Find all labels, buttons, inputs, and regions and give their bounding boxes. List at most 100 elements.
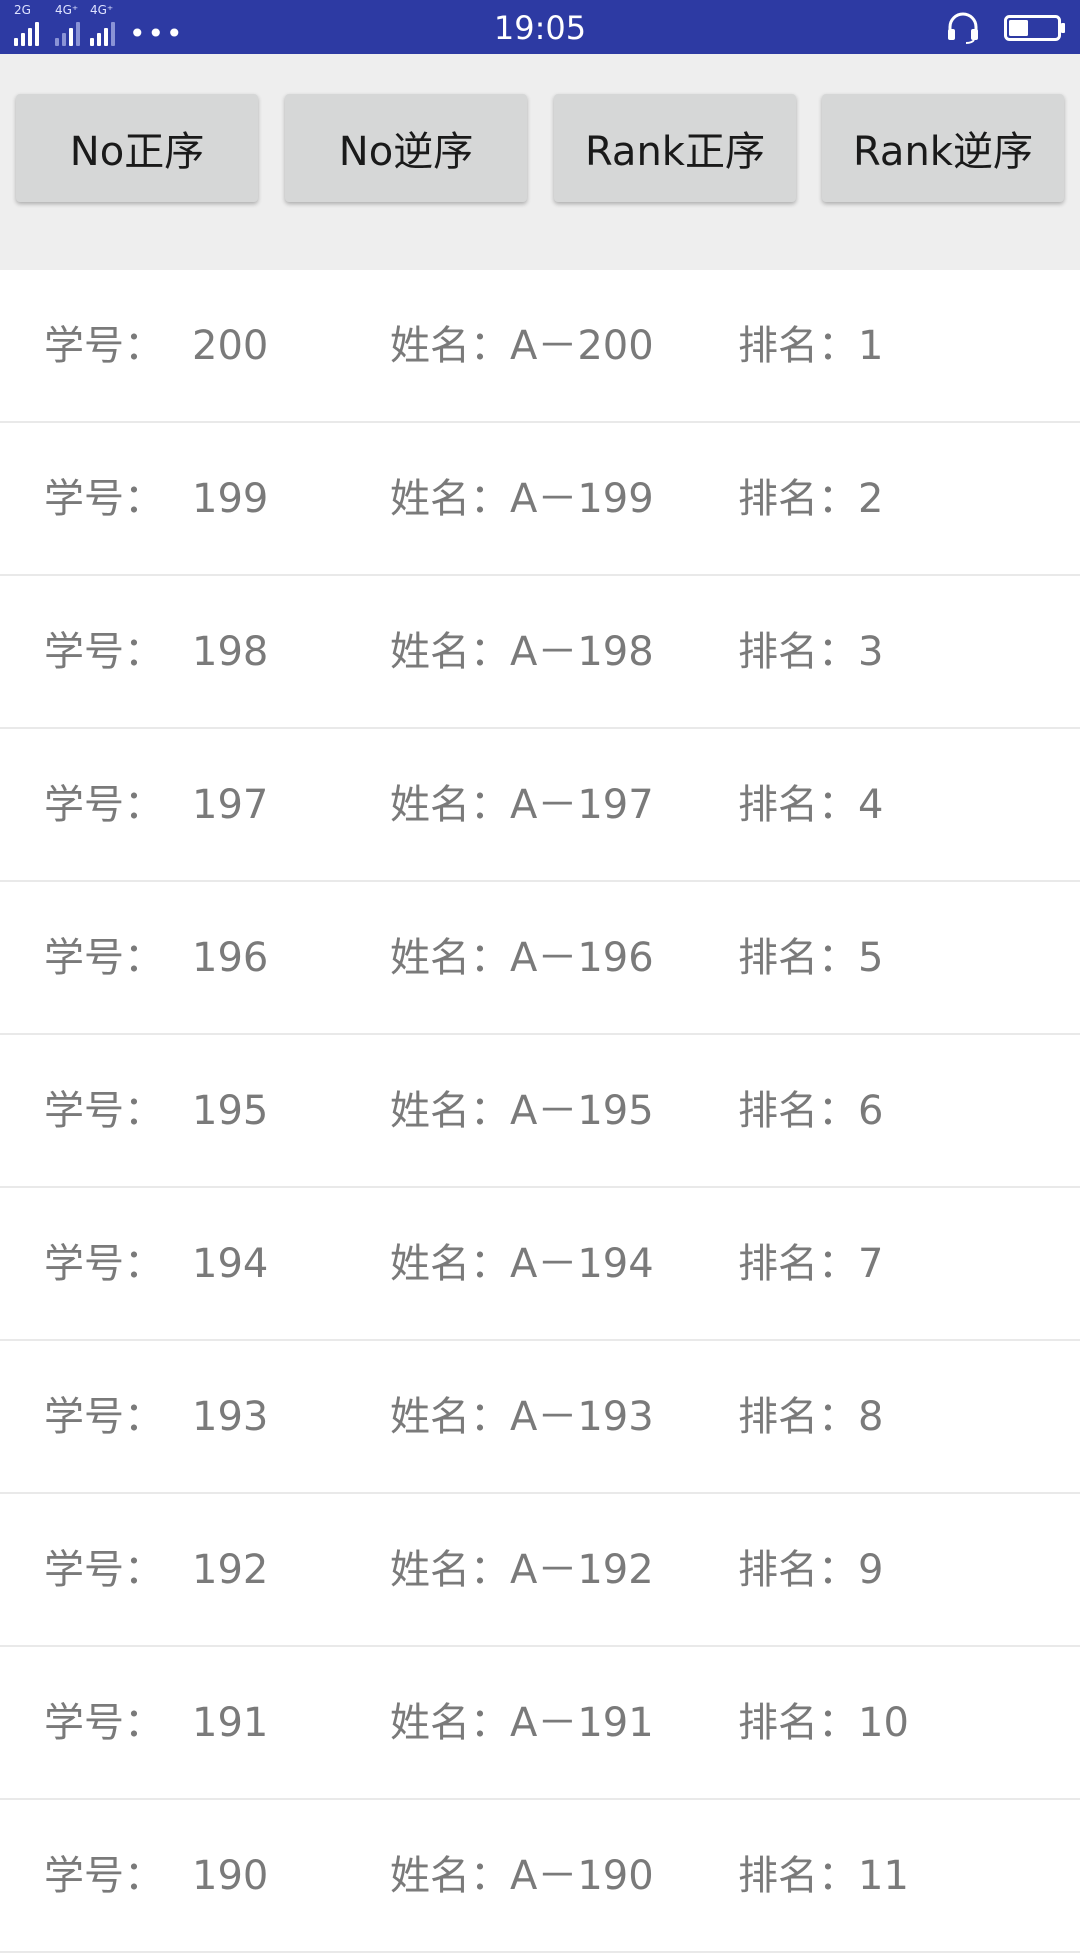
student-no: 191	[192, 1700, 269, 1746]
list-item[interactable]: 学号： 193 姓名：A－193 排名：8	[0, 1341, 1080, 1494]
name-value: A－192	[510, 1547, 654, 1593]
signal-2g-icon: 2G	[14, 4, 39, 46]
rank-label: 排名：	[738, 476, 858, 522]
student-no-label: 学号：	[44, 1853, 164, 1899]
name-value: A－199	[510, 476, 654, 522]
sort-no-asc-button[interactable]: No正序	[16, 94, 258, 202]
list-item[interactable]: 学号： 190 姓名：A－190 排名：11	[0, 1800, 1080, 1953]
name-label: 姓名：	[390, 1547, 510, 1593]
status-left: 2G 4G⁺ 4G⁺ •••	[14, 4, 185, 50]
name-label: 姓名：	[390, 476, 510, 522]
sort-no-desc-button[interactable]: No逆序	[285, 94, 527, 202]
student-no-label: 学号：	[44, 1394, 164, 1440]
sort-rank-desc-button[interactable]: Rank逆序	[822, 94, 1064, 202]
student-no-label: 学号：	[44, 1241, 164, 1287]
student-rank: 排名：9	[738, 1494, 883, 1647]
student-name: 姓名：A－191	[390, 1647, 654, 1800]
name-value: A－191	[510, 1700, 654, 1746]
student-no: 194	[192, 1241, 269, 1287]
name-label: 姓名：	[390, 1088, 510, 1134]
student-rank: 排名：7	[738, 1188, 883, 1341]
student-name: 姓名：A－196	[390, 882, 654, 1035]
student-rank: 排名：11	[738, 1800, 909, 1953]
list-item[interactable]: 学号： 194 姓名：A－194 排名：7	[0, 1188, 1080, 1341]
list-item[interactable]: 学号： 196 姓名：A－196 排名：5	[0, 882, 1080, 1035]
rank-value: 2	[858, 476, 884, 522]
name-value: A－200	[510, 323, 654, 369]
student-no-label: 学号：	[44, 629, 164, 675]
student-rank: 排名：4	[738, 729, 883, 882]
student-name: 姓名：A－194	[390, 1188, 654, 1341]
more-notifications-icon: •••	[129, 17, 185, 50]
name-value: A－197	[510, 782, 654, 828]
rank-value: 4	[858, 782, 884, 828]
student-no: 193	[192, 1394, 269, 1440]
student-name: 姓名：A－199	[390, 423, 654, 576]
sort-toolbar: No正序 No逆序 Rank正序 Rank逆序	[0, 54, 1080, 270]
student-no: 196	[192, 935, 269, 981]
rank-value: 11	[858, 1853, 909, 1899]
student-rank: 排名：1	[738, 270, 883, 423]
student-no-label: 学号：	[44, 935, 164, 981]
list-item[interactable]: 学号： 192 姓名：A－192 排名：9	[0, 1494, 1080, 1647]
student-list[interactable]: 学号： 200 姓名：A－200 排名：1 学号： 199 姓名：A－199 排…	[0, 270, 1080, 1953]
name-label: 姓名：	[390, 1853, 510, 1899]
name-label: 姓名：	[390, 1394, 510, 1440]
list-item[interactable]: 学号： 200 姓名：A－200 排名：1	[0, 270, 1080, 423]
status-time: 19:05	[493, 9, 587, 47]
rank-label: 排名：	[738, 629, 858, 675]
list-item[interactable]: 学号： 197 姓名：A－197 排名：4	[0, 729, 1080, 882]
name-label: 姓名：	[390, 323, 510, 369]
list-item[interactable]: 学号： 198 姓名：A－198 排名：3	[0, 576, 1080, 729]
student-no: 198	[192, 629, 269, 675]
student-name: 姓名：A－192	[390, 1494, 654, 1647]
rank-value: 7	[858, 1241, 884, 1287]
name-label: 姓名：	[390, 629, 510, 675]
name-label: 姓名：	[390, 1241, 510, 1287]
name-value: A－198	[510, 629, 654, 675]
rank-label: 排名：	[738, 323, 858, 369]
list-item[interactable]: 学号： 191 姓名：A－191 排名：10	[0, 1647, 1080, 1800]
student-rank: 排名：6	[738, 1035, 883, 1188]
name-label: 姓名：	[390, 782, 510, 828]
rank-value: 6	[858, 1088, 884, 1134]
signal-4g-icon: 4G⁺	[55, 4, 80, 46]
list-item[interactable]: 学号： 199 姓名：A－199 排名：2	[0, 423, 1080, 576]
sort-rank-asc-button[interactable]: Rank正序	[554, 94, 796, 202]
student-no: 199	[192, 476, 269, 522]
name-label: 姓名：	[390, 1700, 510, 1746]
headset-icon	[948, 12, 978, 44]
student-rank: 排名：8	[738, 1341, 883, 1494]
status-right	[946, 10, 1066, 46]
name-value: A－193	[510, 1394, 654, 1440]
rank-label: 排名：	[738, 1241, 858, 1287]
rank-value: 10	[858, 1700, 909, 1746]
rank-value: 8	[858, 1394, 884, 1440]
student-no-label: 学号：	[44, 1700, 164, 1746]
student-name: 姓名：A－200	[390, 270, 654, 423]
name-value: A－194	[510, 1241, 654, 1287]
student-no: 192	[192, 1547, 269, 1593]
student-no-label: 学号：	[44, 1088, 164, 1134]
battery-icon	[1004, 15, 1065, 41]
student-no: 190	[192, 1853, 269, 1899]
student-rank: 排名：2	[738, 423, 883, 576]
rank-value: 5	[858, 935, 884, 981]
rank-label: 排名：	[738, 935, 858, 981]
student-no-label: 学号：	[44, 782, 164, 828]
student-rank: 排名：10	[738, 1647, 909, 1800]
rank-label: 排名：	[738, 1700, 858, 1746]
list-item[interactable]: 学号： 195 姓名：A－195 排名：6	[0, 1035, 1080, 1188]
rank-value: 3	[858, 629, 884, 675]
student-no: 195	[192, 1088, 269, 1134]
student-name: 姓名：A－197	[390, 729, 654, 882]
signal-4g-label: 4G⁺	[90, 3, 114, 17]
rank-label: 排名：	[738, 782, 858, 828]
rank-label: 排名：	[738, 1088, 858, 1134]
student-name: 姓名：A－190	[390, 1800, 654, 1953]
name-value: A－190	[510, 1853, 654, 1899]
student-name: 姓名：A－195	[390, 1035, 654, 1188]
student-no: 200	[192, 323, 269, 369]
signal-4g-icon: 4G⁺	[90, 4, 115, 46]
name-value: A－196	[510, 935, 654, 981]
